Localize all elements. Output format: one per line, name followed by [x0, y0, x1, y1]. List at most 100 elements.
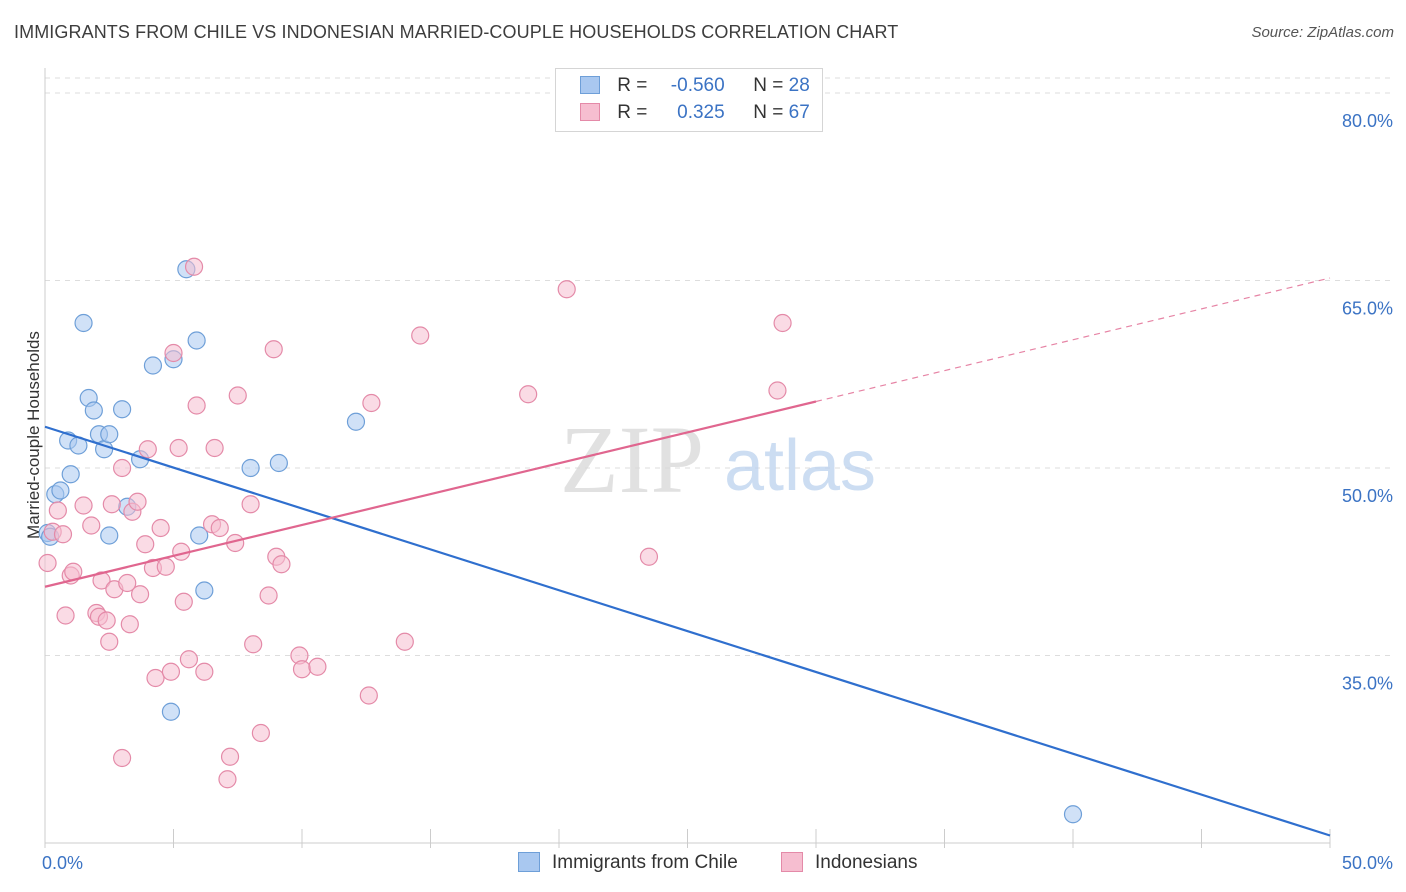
y-tick-label: 50.0% [1342, 486, 1393, 506]
indonesian-point [773, 313, 792, 333]
indonesian-point [82, 516, 101, 535]
indonesian-point [164, 343, 183, 363]
legend-swatch-pink [580, 103, 600, 121]
chile-point [51, 481, 70, 500]
indonesian-point [272, 555, 291, 574]
indonesian-point [138, 440, 157, 459]
indonesian-point [411, 326, 430, 345]
indonesian-point [130, 585, 150, 604]
legend-row-indonesians: R = 0.325 N = 67 [580, 102, 810, 126]
trend-layer [44, 277, 1331, 837]
chile-point [190, 526, 209, 545]
indonesian-point [395, 632, 414, 651]
points-layer [38, 257, 1083, 824]
indonesian-point [92, 571, 111, 590]
chart-title: IMMIGRANTS FROM CHILE VS INDONESIAN MARR… [14, 22, 899, 42]
indonesian-point [359, 686, 378, 705]
legend-swatch-blue [580, 76, 600, 94]
chile-point [187, 331, 206, 350]
legend-n-label: N = [753, 102, 784, 123]
indonesian-point [639, 547, 659, 566]
legend-n-value: 28 [788, 75, 810, 96]
indonesian-point [292, 660, 312, 679]
y-axis-label: Married-couple Households [24, 331, 43, 539]
indonesian-point [187, 396, 206, 415]
indonesian-point [56, 606, 75, 625]
chile-point [84, 401, 103, 420]
indonesian-point [97, 611, 116, 630]
legend-swatch-pink [781, 852, 803, 872]
indonesian-point [120, 615, 139, 634]
indonesian-point [102, 495, 121, 514]
chile-point [100, 425, 119, 444]
indonesian-point [228, 386, 247, 405]
chile-point [195, 581, 214, 600]
indonesian-point [210, 518, 229, 538]
indonesian-trend-line [44, 400, 817, 588]
y-tick-label: 35.0% [1342, 674, 1393, 694]
indonesian-point [259, 586, 278, 605]
indonesian-point [151, 518, 170, 538]
indonesian-point [146, 668, 165, 688]
legend-r-value: -0.560 [670, 75, 725, 96]
chile-point [100, 526, 119, 545]
indonesian-point [244, 635, 263, 654]
legend-n-value: 67 [788, 102, 810, 123]
watermark: ZIP atlas [560, 406, 876, 513]
chile-point [143, 356, 163, 375]
indonesian-point [156, 557, 175, 576]
chile-point [161, 702, 181, 721]
indonesian-point [161, 662, 181, 681]
legend-n-label: N = [753, 75, 784, 96]
chile-point [74, 313, 93, 333]
watermark-zip: ZIP [560, 406, 704, 513]
indonesian-point [768, 381, 787, 400]
correlation-legend: R = -0.560 N = 28 R = 0.325 N = 67 [555, 68, 823, 132]
legend-r-value: 0.325 [677, 102, 725, 123]
indonesian-point [136, 535, 155, 554]
x-tick-label: 50.0% [1342, 853, 1393, 873]
x-tick-label: 0.0% [42, 853, 83, 873]
legend-r-label: R = [617, 102, 648, 123]
chile-point [269, 453, 288, 473]
indonesian-point [100, 632, 119, 651]
indonesian-trend-line-extension [815, 277, 1331, 403]
indonesian-point [195, 662, 214, 681]
indonesian-point [241, 495, 260, 514]
indonesian-point [264, 340, 283, 359]
indonesian-point [118, 573, 137, 593]
legend-label: Immigrants from Chile [552, 852, 738, 873]
legend-item-chile[interactable]: Immigrants from Chile [518, 852, 738, 874]
indonesian-point [557, 280, 576, 299]
indonesian-point [251, 723, 270, 743]
axis-layer [44, 68, 1331, 848]
chart-source: Source: ZipAtlas.com [1251, 24, 1394, 41]
legend-swatch-blue [518, 852, 540, 872]
chile-point [61, 465, 80, 484]
indonesian-point [362, 393, 381, 413]
chile-point [1063, 805, 1083, 824]
legend-row-chile: R = -0.560 N = 28 [580, 75, 810, 99]
indonesian-point [112, 458, 132, 478]
indonesian-point [205, 438, 224, 458]
chile-point [241, 458, 260, 478]
chile-point [112, 400, 132, 419]
legend-label: Indonesians [815, 852, 918, 873]
indonesian-point [128, 492, 147, 511]
watermark-atlas: atlas [724, 426, 876, 506]
indonesian-point [174, 592, 193, 611]
legend-item-indonesians[interactable]: Indonesians [781, 852, 917, 874]
indonesian-point [184, 257, 204, 276]
indonesian-point [308, 657, 327, 676]
indonesian-point [519, 385, 538, 404]
y-tick-label: 65.0% [1342, 299, 1393, 319]
tick-label-layer: 35.0% 50.0% 65.0% 80.0% 0.0% 50.0% [42, 111, 1393, 873]
indonesian-point [218, 770, 237, 789]
indonesian-point [38, 553, 57, 573]
legend-r-label: R = [617, 75, 648, 96]
grid-layer [45, 77, 1395, 656]
indonesian-point [220, 747, 240, 766]
indonesian-point [112, 748, 132, 768]
indonesian-point [53, 525, 73, 544]
indonesian-point [169, 438, 188, 458]
